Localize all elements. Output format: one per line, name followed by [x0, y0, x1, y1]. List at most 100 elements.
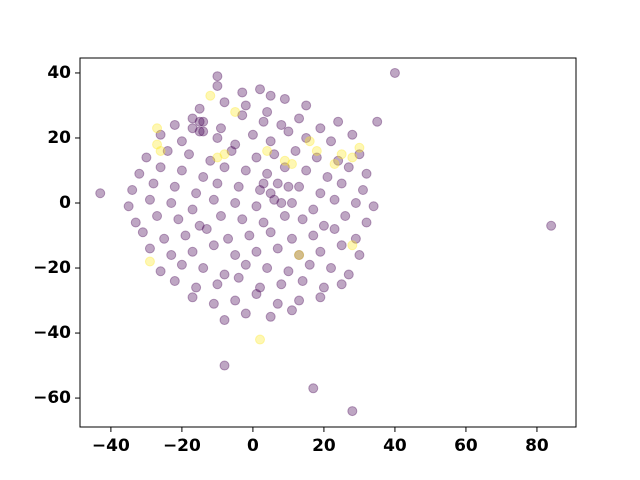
point [233, 181, 244, 192]
point [294, 250, 305, 261]
point [350, 197, 361, 208]
point [191, 188, 202, 199]
point [144, 256, 155, 267]
point [219, 149, 230, 160]
point [176, 136, 187, 147]
point [180, 230, 191, 241]
point [255, 184, 266, 195]
point [265, 136, 276, 147]
point [240, 165, 251, 176]
point [272, 178, 283, 189]
x-tick-label: 0 [247, 436, 259, 456]
point [262, 263, 273, 274]
point [240, 259, 251, 270]
point [187, 123, 198, 134]
point [329, 194, 340, 205]
point [272, 243, 283, 254]
point [279, 162, 290, 173]
point [255, 84, 266, 95]
y-tick-label: −40 [33, 323, 71, 343]
point [144, 194, 155, 205]
point [230, 139, 241, 150]
point [240, 100, 251, 111]
point [215, 123, 226, 134]
point [144, 243, 155, 254]
point [187, 113, 198, 124]
point [329, 224, 340, 235]
point [336, 240, 347, 251]
point [194, 220, 205, 231]
point [304, 259, 315, 270]
point [290, 145, 301, 156]
point [361, 168, 372, 179]
point [159, 233, 170, 244]
point [212, 178, 223, 189]
point [315, 246, 326, 257]
point [251, 152, 262, 163]
point [152, 139, 163, 150]
point [343, 269, 354, 280]
point [308, 383, 319, 394]
point [279, 211, 290, 222]
point [237, 110, 248, 121]
point [141, 152, 152, 163]
point [258, 178, 269, 189]
point [279, 155, 290, 166]
point [230, 295, 241, 306]
point [357, 184, 368, 195]
point [176, 259, 187, 270]
point [247, 129, 258, 140]
point [301, 132, 312, 143]
point [237, 214, 248, 225]
point [315, 123, 326, 134]
point [212, 71, 223, 82]
point [286, 197, 297, 208]
point [176, 165, 187, 176]
point [258, 217, 269, 228]
point [294, 113, 305, 124]
point [262, 106, 273, 117]
point [286, 158, 297, 169]
point [212, 80, 223, 91]
point [347, 129, 358, 140]
point [329, 158, 340, 169]
point [372, 116, 383, 127]
point [265, 90, 276, 101]
point [315, 292, 326, 303]
point [262, 168, 273, 179]
point [297, 214, 308, 225]
point [155, 129, 166, 140]
point [134, 168, 145, 179]
point [194, 126, 205, 137]
point [283, 181, 294, 192]
point [340, 211, 351, 222]
point [169, 181, 180, 192]
point [215, 211, 226, 222]
point [244, 230, 255, 241]
point [326, 136, 337, 147]
point [262, 145, 273, 156]
point [230, 106, 241, 117]
point [311, 152, 322, 163]
point [230, 250, 241, 261]
point [169, 119, 180, 130]
x-tick-label: 60 [454, 436, 478, 456]
point [187, 246, 198, 257]
point [187, 292, 198, 303]
point [251, 246, 262, 257]
point [166, 250, 177, 261]
point [304, 136, 315, 147]
point [194, 116, 205, 127]
point [308, 204, 319, 215]
point [255, 282, 266, 293]
point [276, 279, 287, 290]
point [389, 67, 400, 78]
point [205, 90, 216, 101]
points [95, 67, 557, 417]
point [294, 295, 305, 306]
point [279, 93, 290, 104]
point [162, 145, 173, 156]
point [276, 119, 287, 130]
y-tick-label: −20 [33, 258, 71, 278]
